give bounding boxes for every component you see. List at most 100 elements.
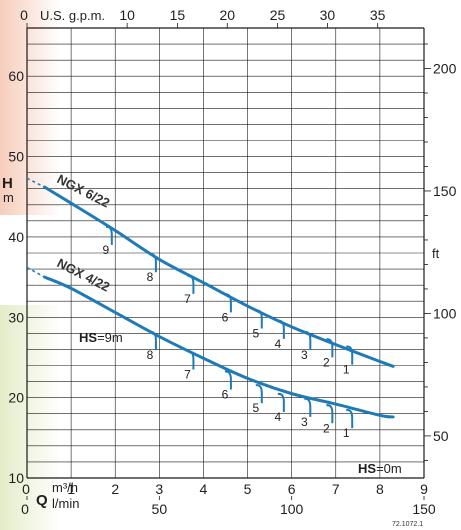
y-left-tick-label: 40 xyxy=(8,229,24,245)
hs-mark-label: 8 xyxy=(147,270,154,284)
hs-mark-label: 9 xyxy=(102,243,109,257)
hs-mark: 3 xyxy=(301,331,312,362)
x-gpm-tick-label: 35 xyxy=(370,7,386,23)
hs-mark: 8 xyxy=(147,253,157,284)
hs-mark-hook xyxy=(346,345,354,365)
svg-text:HS=9m: HS=9m xyxy=(79,330,123,345)
x-axis-m3h-ticks: 0 1 2 3 4 5 6 7 8 9 xyxy=(22,481,428,497)
hs-mark: 8 xyxy=(147,331,157,362)
hs-mark-hook xyxy=(304,397,312,417)
x-m3h-tick-label: 6 xyxy=(288,481,296,497)
hs-mark-label: 5 xyxy=(252,401,259,415)
hs-mark-label: 8 xyxy=(147,348,154,362)
hs-mark-label: 3 xyxy=(301,348,308,362)
q-axis-label: Q xyxy=(36,492,48,509)
hs-mark: 4 xyxy=(275,319,285,351)
hs-mark-hook xyxy=(224,293,232,313)
x-axis-gpm-ticks: 0 10 15 20 25 30 35 xyxy=(20,7,386,23)
hs-mark-hook xyxy=(304,331,312,351)
hs-mark-hook xyxy=(105,225,113,245)
hs-mark-hook xyxy=(187,350,195,370)
low-head-shaded-zone xyxy=(0,305,60,530)
x-lmin-tick-label: 150 xyxy=(412,501,436,517)
y-left-tick-label: 50 xyxy=(8,149,24,165)
hs-mark: 6 xyxy=(222,370,232,402)
hs-mark: 3 xyxy=(301,397,312,429)
hs-mark: 5 xyxy=(252,384,263,415)
hs-mark-label: 6 xyxy=(222,388,229,402)
hs-mark-label: 4 xyxy=(275,410,282,424)
hs-mark-hook xyxy=(224,370,232,390)
y-left-tick-label: 60 xyxy=(8,68,24,84)
x-m3h-tick-label: 1 xyxy=(67,481,75,497)
chart-reference-code: 72.1072.1 xyxy=(392,521,423,528)
y-left-tick-label: 10 xyxy=(8,470,24,486)
hs-mark-hook xyxy=(326,338,334,358)
y-axis-right-ticks: 50 100 150 200 xyxy=(433,61,457,444)
x-lmin-tick-label: 0 xyxy=(21,501,29,517)
x-axis-lmin-ticks: 0 50 100 150 xyxy=(21,501,436,517)
x-lmin-tick-label: 100 xyxy=(280,501,304,517)
hs-mark-label: 6 xyxy=(222,310,229,324)
x-m3h-tick-label: 2 xyxy=(111,481,119,497)
x-gpm-tick-label: 20 xyxy=(219,7,235,23)
hs-mark-hook xyxy=(346,409,354,429)
hs-mark: 5 xyxy=(252,309,263,340)
m3h-unit-label: m³/h xyxy=(52,480,78,495)
hs-mark-label: 2 xyxy=(323,421,330,435)
hs-mark-hook xyxy=(149,331,157,351)
curve-ngx-4-22 xyxy=(43,275,395,419)
hs-mark: 9 xyxy=(102,225,113,257)
x-m3h-tick-label: 8 xyxy=(376,481,384,497)
hs-mark-label: 1 xyxy=(343,363,350,377)
hs-mark-label: 7 xyxy=(184,292,191,306)
hs-mark-hook xyxy=(255,309,263,329)
x-m3h-tick-label: 7 xyxy=(332,481,340,497)
annotation-hs-9m: HS=9m xyxy=(79,330,123,345)
hs-mark-label: 3 xyxy=(301,415,308,429)
hs-mark: 7 xyxy=(184,350,195,381)
annotation-hs-0m: HS=0m xyxy=(358,461,402,476)
y-right-tick-label: 150 xyxy=(433,183,457,199)
hs-mark-hook xyxy=(326,404,334,424)
x-m3h-tick-label: 5 xyxy=(244,481,252,497)
x-gpm-tick-label: 10 xyxy=(119,7,135,23)
hs-mark-label: 1 xyxy=(343,426,350,440)
x-lmin-tick-label: 50 xyxy=(152,501,168,517)
y-axis-left-ticks: 10 20 30 40 50 60 xyxy=(8,68,24,486)
h-axis-label: H xyxy=(2,175,13,192)
y-left-tick-label: 30 xyxy=(8,309,24,325)
y-right-tick-label: 50 xyxy=(433,428,449,444)
x-gpm-tick-label: 30 xyxy=(320,7,336,23)
hs-mark-label: 2 xyxy=(323,355,330,369)
x-m3h-tick-label: 3 xyxy=(155,481,163,497)
us-gpm-unit-label: U.S. g.p.m. xyxy=(40,8,105,23)
hs-mark: 6 xyxy=(222,293,232,324)
hs-mark: 1 xyxy=(343,345,354,377)
y-right-tick-label: 200 xyxy=(433,61,457,77)
hs-mark: 2 xyxy=(323,338,334,369)
y-right-tick-label: 100 xyxy=(433,305,457,321)
x-m3h-tick-label: 0 xyxy=(22,481,30,497)
h-unit-label: m xyxy=(3,190,14,205)
hs-mark: 1 xyxy=(343,409,354,440)
hs-mark-hook xyxy=(277,392,285,413)
x-gpm-tick-label: 25 xyxy=(270,7,286,23)
y-left-tick-label: 20 xyxy=(8,390,24,406)
x-m3h-tick-label: 9 xyxy=(420,481,428,497)
hs-mark: 7 xyxy=(184,274,195,306)
hs-mark: 4 xyxy=(275,392,285,424)
hs-mark-hook xyxy=(187,274,195,294)
lmin-unit-label: l/min xyxy=(52,496,79,511)
ft-unit-label: ft xyxy=(432,246,440,261)
hs-mark: 2 xyxy=(323,404,334,435)
hs-mark-hook xyxy=(277,319,285,339)
x-gpm-tick-label: 15 xyxy=(170,7,186,23)
hs-mark-label: 4 xyxy=(275,337,282,351)
high-head-shaded-zone xyxy=(0,0,60,215)
x-m3h-tick-label: 4 xyxy=(200,481,208,497)
hs-mark-label: 5 xyxy=(252,326,259,340)
